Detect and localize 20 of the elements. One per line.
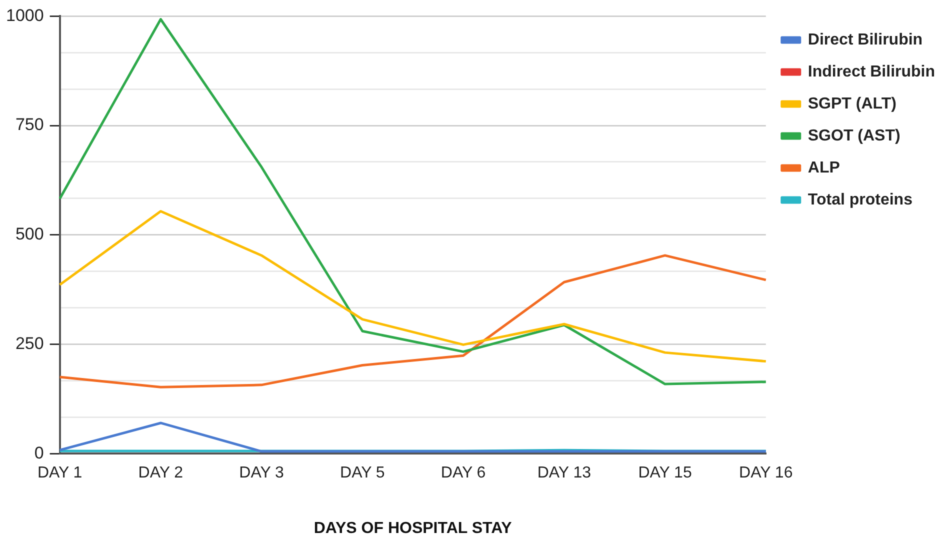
- x-tick-label: DAY 1: [37, 464, 82, 482]
- y-tick-label: 250: [15, 334, 44, 353]
- legend-label: Total proteins: [808, 191, 913, 208]
- legend-label: Indirect Bilirubin: [808, 63, 936, 80]
- y-tick-label: 1000: [6, 6, 44, 25]
- x-tick-label: DAY 3: [239, 464, 284, 482]
- x-tick-label: DAY 2: [138, 464, 184, 482]
- x-axis-title: DAYS OF HOSPITAL STAY: [314, 520, 512, 537]
- x-tick-label: DAY 5: [340, 464, 385, 482]
- legend-label: SGPT (ALT): [808, 95, 896, 112]
- x-tick-label: DAY 15: [638, 464, 692, 482]
- y-tick-label: 750: [15, 115, 44, 134]
- x-tick-label: DAY 6: [440, 464, 486, 482]
- y-tick-label: 0: [34, 443, 44, 462]
- legend-label: Direct Bilirubin: [808, 31, 923, 48]
- legend-label: ALP: [808, 159, 840, 176]
- x-tick-label: DAY 16: [739, 464, 793, 482]
- legend-label: SGOT (AST): [808, 127, 900, 144]
- y-tick-label: 500: [15, 224, 44, 244]
- x-tick-label: DAY 13: [537, 464, 592, 482]
